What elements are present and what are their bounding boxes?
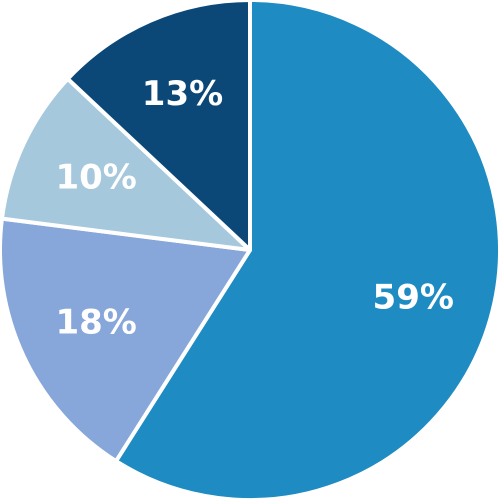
pie-slice-label-1: 18%	[55, 302, 136, 342]
pie-labels: 59% 18% 10% 13%	[55, 74, 453, 342]
pie-slice-label-0: 59%	[373, 277, 454, 317]
pie-slice-label-3: 13%	[142, 74, 223, 114]
pie-slice-1	[0, 216, 252, 464]
pie-slice-label-2: 10%	[55, 158, 136, 198]
pie-slice-3	[65, 0, 252, 252]
pie-slice-2	[0, 76, 252, 252]
